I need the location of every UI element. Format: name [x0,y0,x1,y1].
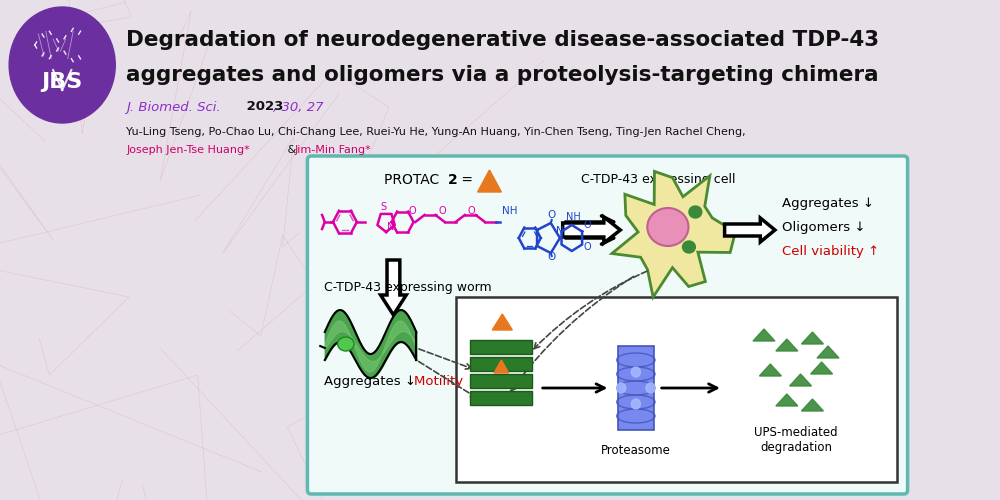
Text: S: S [380,202,386,212]
Text: Motility ↑: Motility ↑ [414,376,479,388]
Polygon shape [759,364,781,376]
Polygon shape [612,172,735,297]
Polygon shape [753,329,775,341]
Ellipse shape [689,206,702,218]
Text: 2: 2 [448,173,458,187]
Polygon shape [817,346,839,358]
Text: 2023: 2023 [242,100,283,114]
Text: O: O [584,242,591,252]
Text: JBS: JBS [42,72,83,92]
Ellipse shape [647,208,688,246]
Bar [470,357,532,371]
Polygon shape [790,374,812,386]
Text: O: O [548,252,556,262]
Circle shape [9,7,115,123]
Text: Yu-Ling Tseng, Po-Chao Lu, Chi-Chang Lee, Ruei-Yu He, Yung-An Huang, Yin-Chen Ts: Yu-Ling Tseng, Po-Chao Lu, Chi-Chang Lee… [126,127,746,137]
Text: Proteasome: Proteasome [601,444,671,456]
Text: , 30, 27: , 30, 27 [273,100,323,114]
Text: O: O [467,206,475,216]
Text: Degradation of neurodegenerative disease-associated TDP-43: Degradation of neurodegenerative disease… [126,30,879,50]
Bar [618,346,654,430]
Text: aggregates and oligomers via a proteolysis-targeting chimera: aggregates and oligomers via a proteolys… [126,65,879,85]
Text: C-TDP-43 expressing cell: C-TDP-43 expressing cell [581,174,736,186]
FancyArrow shape [725,218,775,242]
Circle shape [631,367,640,377]
Text: NH: NH [502,206,518,216]
Text: Joseph Jen-Tse Huang*: Joseph Jen-Tse Huang* [126,145,250,155]
FancyArrow shape [381,260,406,315]
Text: &: & [284,145,299,155]
Text: O: O [584,220,591,230]
Polygon shape [811,362,833,374]
Circle shape [646,383,655,393]
Polygon shape [478,170,501,192]
Text: J. Biomed. Sci.: J. Biomed. Sci. [126,100,221,114]
Text: Oligomers ↓: Oligomers ↓ [782,220,866,234]
Text: Aggregates ↓: Aggregates ↓ [324,376,416,388]
FancyArrow shape [563,217,620,243]
Polygon shape [776,339,798,351]
Bar [470,340,532,354]
Polygon shape [776,394,798,406]
Circle shape [631,399,640,409]
Polygon shape [801,399,823,411]
Text: UPS-mediated
degradation: UPS-mediated degradation [754,426,838,454]
Text: Aggregates ↓: Aggregates ↓ [782,198,874,210]
Text: N: N [556,226,564,236]
Text: =: = [457,173,473,187]
Text: N: N [387,222,394,232]
Circle shape [617,383,626,393]
FancyBboxPatch shape [456,297,897,482]
Text: O: O [409,206,416,216]
Text: Cell viability ↑: Cell viability ↑ [782,244,880,258]
Text: O: O [548,210,556,220]
FancyBboxPatch shape [307,156,908,494]
Polygon shape [801,332,823,344]
Text: Jim-Min Fang*: Jim-Min Fang* [295,145,371,155]
Polygon shape [492,314,512,330]
Ellipse shape [683,241,695,253]
Ellipse shape [338,337,354,351]
Bar [470,374,532,388]
Bar [470,391,532,405]
Text: PROTAC: PROTAC [384,173,444,187]
Text: C-TDP-43 expressing worm: C-TDP-43 expressing worm [324,282,492,294]
Polygon shape [494,360,509,373]
Text: O: O [438,206,446,216]
Text: NH: NH [566,212,581,222]
